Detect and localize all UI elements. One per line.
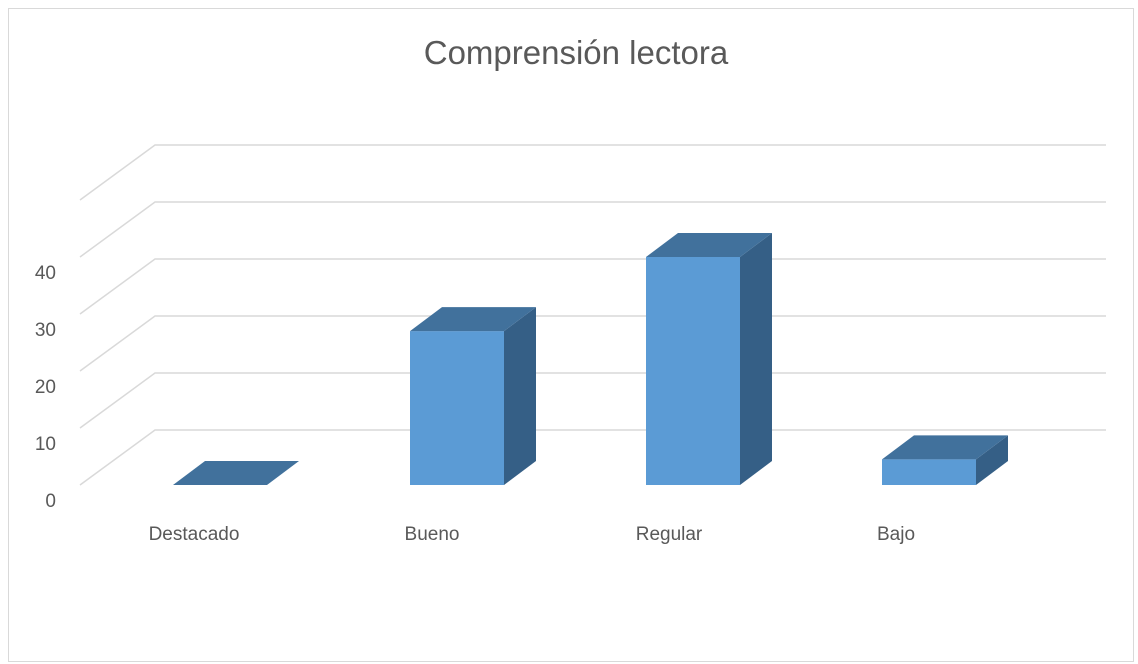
bar-side [740,233,772,485]
bar-front [882,459,976,485]
bar-top [646,233,772,257]
bar-bajo [882,435,1008,485]
y-tick-label: 40 [35,263,56,284]
bar-side [504,307,536,485]
y-axis-ticks: 0 10 20 30 40 [35,263,56,512]
bar-bueno [410,307,536,485]
bar-top [410,307,536,332]
chart-frame [8,8,1134,662]
gridline [79,372,1106,429]
bar-top [882,435,1008,460]
bar-front [646,257,740,485]
gridline [79,258,1106,315]
gridline [79,315,1106,372]
x-category-label: Destacado [149,524,240,545]
bar-regular [646,233,772,485]
bar-top [173,461,299,485]
x-category-label: Regular [636,524,703,545]
x-category-label: Bajo [877,524,915,545]
y-tick-label: 10 [35,434,56,455]
bar-destacado [173,461,299,485]
bar-side [976,435,1008,485]
chart-title: Comprensión lectora [424,34,729,71]
gridline [79,144,1106,201]
x-axis-categories: Destacado Bueno Regular Bajo [149,524,915,545]
bar-front [410,331,504,485]
gridline [79,429,1106,486]
bars [173,233,1008,485]
gridline [79,201,1106,258]
x-category-label: Bueno [405,524,460,545]
y-tick-label: 0 [45,491,56,512]
y-tick-label: 30 [35,320,56,341]
gridlines [79,144,1106,486]
y-tick-label: 20 [35,377,56,398]
